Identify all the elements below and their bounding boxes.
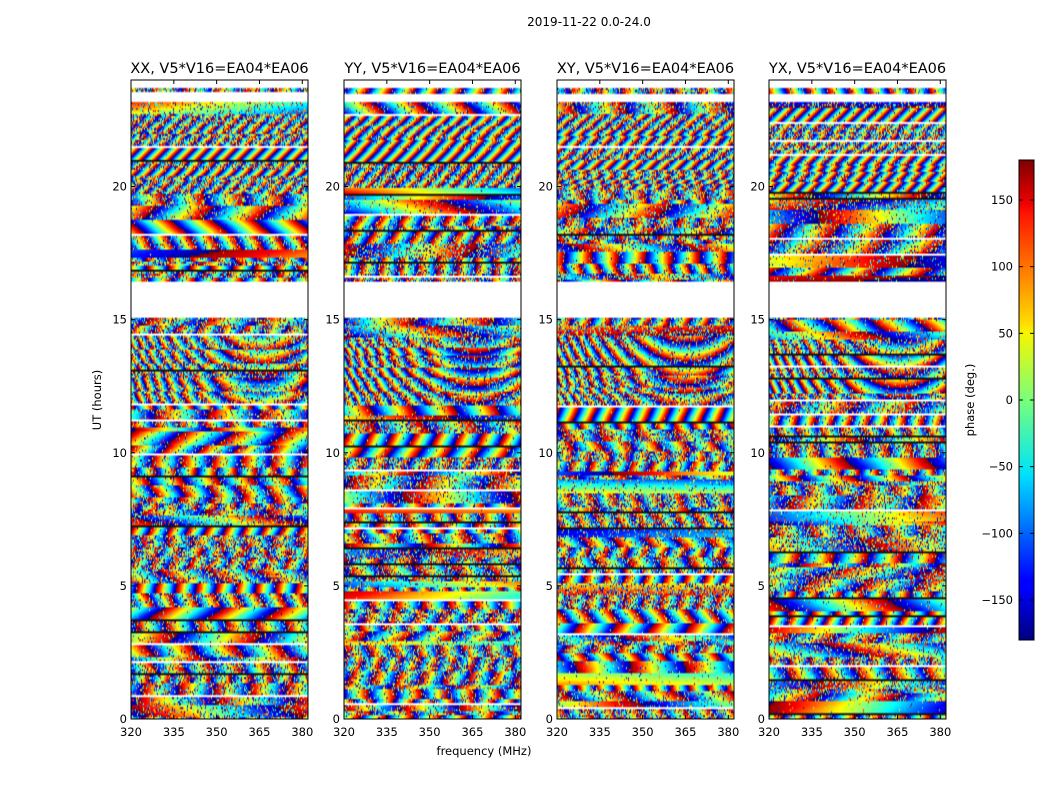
phase-heatmap — [131, 80, 308, 719]
colorbar-tick-label: −150 — [981, 593, 1013, 607]
colorbar-tick-label: 0 — [1006, 393, 1013, 407]
x-tick-label: 350 — [419, 725, 441, 739]
y-tick-label: 15 — [750, 313, 765, 327]
y-tick-label: 5 — [546, 579, 553, 593]
panels: XX, V5*V16=EA04*EA06 320 335 350 365 380 0 5 10 1… — [112, 61, 951, 739]
panel-xx: XX, V5*V16=EA04*EA06 320 335 350 365 380 0 5 10 1… — [112, 61, 313, 739]
y-tick-label: 5 — [120, 579, 127, 593]
y-tick-label: 20 — [325, 180, 340, 194]
panel-yy: YY, V5*V16=EA04*EA06 320 335 350 365 380 0 5 10 1… — [325, 61, 526, 739]
colorbar-label: phase (deg.) — [963, 364, 977, 437]
y-axis-label: UT (hours) — [90, 370, 104, 430]
x-tick-label: 320 — [333, 725, 355, 739]
colorbar-tick-label: 50 — [998, 326, 1013, 340]
x-tick-label: 380 — [504, 725, 526, 739]
panel-yx: YX, V5*V16=EA04*EA06 320 335 350 365 380 0 5 10 1… — [750, 61, 951, 739]
x-tick-label: 380 — [929, 725, 951, 739]
x-tick-label: 320 — [758, 725, 780, 739]
y-tick-label: 10 — [325, 446, 340, 460]
panel-xy: XY, V5*V16=EA04*EA06 320 335 350 365 380 0 5 10 1… — [538, 61, 739, 739]
x-tick-label: 365 — [461, 725, 483, 739]
y-tick-label: 0 — [333, 712, 340, 726]
x-tick-label: 335 — [376, 725, 398, 739]
y-tick-label: 0 — [546, 712, 553, 726]
x-tick-label: 365 — [886, 725, 908, 739]
x-tick-label: 350 — [844, 725, 866, 739]
x-tick-label: 365 — [248, 725, 270, 739]
colorbar: 150 100 50 0 −50 −100 −150 phase (deg.) — [963, 159, 1035, 641]
panel-title: YY, V5*V16=EA04*EA06 — [343, 61, 520, 77]
x-tick-label: 320 — [120, 725, 142, 739]
x-axis-label: frequency (MHz) — [437, 744, 532, 758]
x-tick-label: 335 — [163, 725, 185, 739]
y-tick-label: 5 — [758, 579, 765, 593]
y-tick-label: 15 — [112, 313, 127, 327]
y-tick-label: 15 — [325, 313, 340, 327]
panel-title: XY, V5*V16=EA04*EA06 — [557, 61, 734, 77]
x-tick-label: 380 — [717, 725, 739, 739]
colorbar-tick-label: 100 — [991, 260, 1013, 274]
colorbar-gradient — [1019, 160, 1034, 640]
x-tick-label: 320 — [546, 725, 568, 739]
panel-frame — [343, 79, 522, 720]
y-tick-label: 10 — [112, 446, 127, 460]
y-tick-label: 5 — [333, 579, 340, 593]
y-tick-label: 0 — [758, 712, 765, 726]
colorbar-tick-label: −100 — [981, 526, 1013, 540]
colorbar-tick-label: 150 — [991, 193, 1013, 207]
phase-heatmap — [769, 80, 946, 719]
x-tick-label: 335 — [801, 725, 823, 739]
y-tick-label: 20 — [538, 180, 553, 194]
y-tick-label: 15 — [538, 313, 553, 327]
panel-title: XX, V5*V16=EA04*EA06 — [130, 61, 308, 77]
panel-frame — [556, 79, 735, 720]
panel-frame — [130, 79, 309, 720]
colorbar-ticks: 150 100 50 0 −50 −100 −150 — [981, 193, 1034, 607]
panel-title: YX, V5*V16=EA04*EA06 — [768, 61, 946, 77]
x-tick-label: 350 — [632, 725, 654, 739]
phase-heatmap — [557, 80, 734, 719]
y-tick-label: 0 — [120, 712, 127, 726]
x-tick-label: 350 — [206, 725, 228, 739]
y-tick-label: 20 — [750, 180, 765, 194]
y-tick-label: 10 — [538, 446, 553, 460]
figure-title: 2019-11-22 0.0-24.0 — [527, 15, 651, 29]
y-tick-label: 20 — [112, 180, 127, 194]
colorbar-tick-label: −50 — [989, 460, 1013, 474]
x-tick-label: 380 — [291, 725, 313, 739]
y-tick-label: 10 — [750, 446, 765, 460]
x-tick-label: 365 — [674, 725, 696, 739]
phase-heatmap — [344, 80, 521, 719]
panel-frame — [768, 79, 947, 720]
x-tick-label: 335 — [589, 725, 611, 739]
